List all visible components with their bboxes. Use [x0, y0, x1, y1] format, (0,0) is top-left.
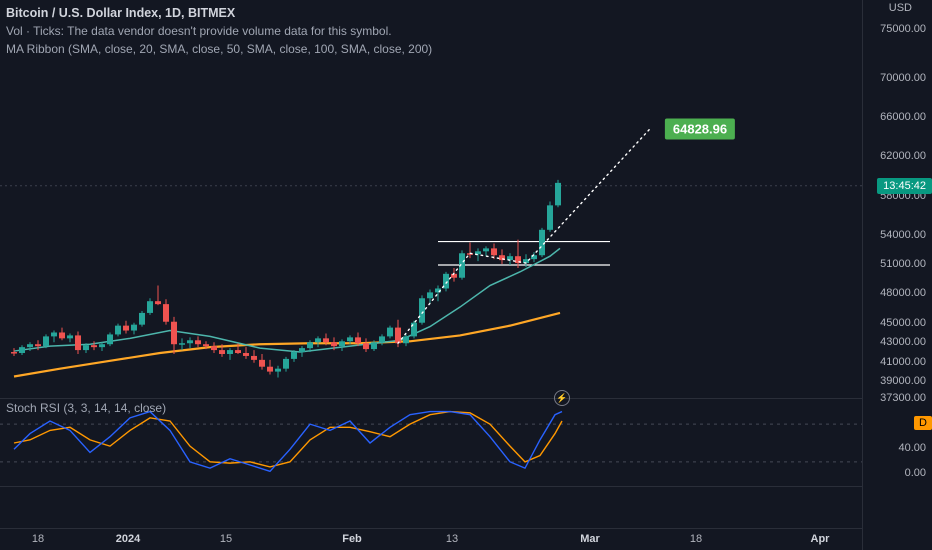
price-tick: 45000.00	[880, 317, 926, 329]
time-tick: 18	[32, 533, 44, 545]
chart-header: Bitcoin / U.S. Dollar Index, 1D, BITMEX …	[6, 4, 432, 58]
price-chart[interactable]	[0, 0, 862, 398]
time-tick: 15	[220, 533, 232, 545]
price-tick: 70000.00	[880, 72, 926, 84]
price-tick: 37300.00	[880, 392, 926, 404]
price-tick: 39000.00	[880, 375, 926, 387]
ma-ribbon-line: MA Ribbon (SMA, close, 20, SMA, close, 5…	[6, 40, 432, 58]
price-target-label: 64828.96	[665, 118, 735, 139]
stoch-rsi-pane[interactable]: Stoch RSI (3, 3, 14, 14, close) ⚡	[0, 398, 862, 486]
volume-line: Vol · Ticks: The data vendor doesn't pro…	[6, 22, 432, 40]
price-tick: 51000.00	[880, 258, 926, 270]
d-badge: D	[914, 416, 932, 430]
axis-unit: USD	[889, 2, 912, 14]
time-axis[interactable]: 18 2024 15 Feb 13 Mar 18 Apr	[0, 528, 862, 550]
lightning-icon[interactable]: ⚡	[554, 390, 570, 406]
blank-pane	[0, 486, 862, 528]
stoch-tick: 40.00	[898, 442, 926, 454]
time-tick: Feb	[342, 533, 362, 545]
price-tick: 48000.00	[880, 287, 926, 299]
time-tick: Mar	[580, 533, 600, 545]
symbol-title[interactable]: Bitcoin / U.S. Dollar Index, 1D, BITMEX	[6, 4, 432, 22]
chart-area[interactable]: Bitcoin / U.S. Dollar Index, 1D, BITMEX …	[0, 0, 862, 550]
time-tick: 2024	[116, 533, 140, 545]
stoch-rsi-label: Stoch RSI (3, 3, 14, 14, close)	[6, 401, 166, 415]
price-tick: 54000.00	[880, 229, 926, 241]
price-tick: 75000.00	[880, 23, 926, 35]
price-tick: 66000.00	[880, 111, 926, 123]
price-tick: 62000.00	[880, 150, 926, 162]
time-tick: 13	[446, 533, 458, 545]
price-tick: 43000.00	[880, 336, 926, 348]
time-tick: 18	[690, 533, 702, 545]
countdown-tag: 13:45:42	[877, 178, 932, 194]
price-tick: 41000.00	[880, 356, 926, 368]
stoch-tick: 0.00	[905, 467, 926, 479]
time-tick: Apr	[811, 533, 830, 545]
price-axis[interactable]: USD 75000.0070000.0066000.0062000.005800…	[862, 0, 932, 550]
